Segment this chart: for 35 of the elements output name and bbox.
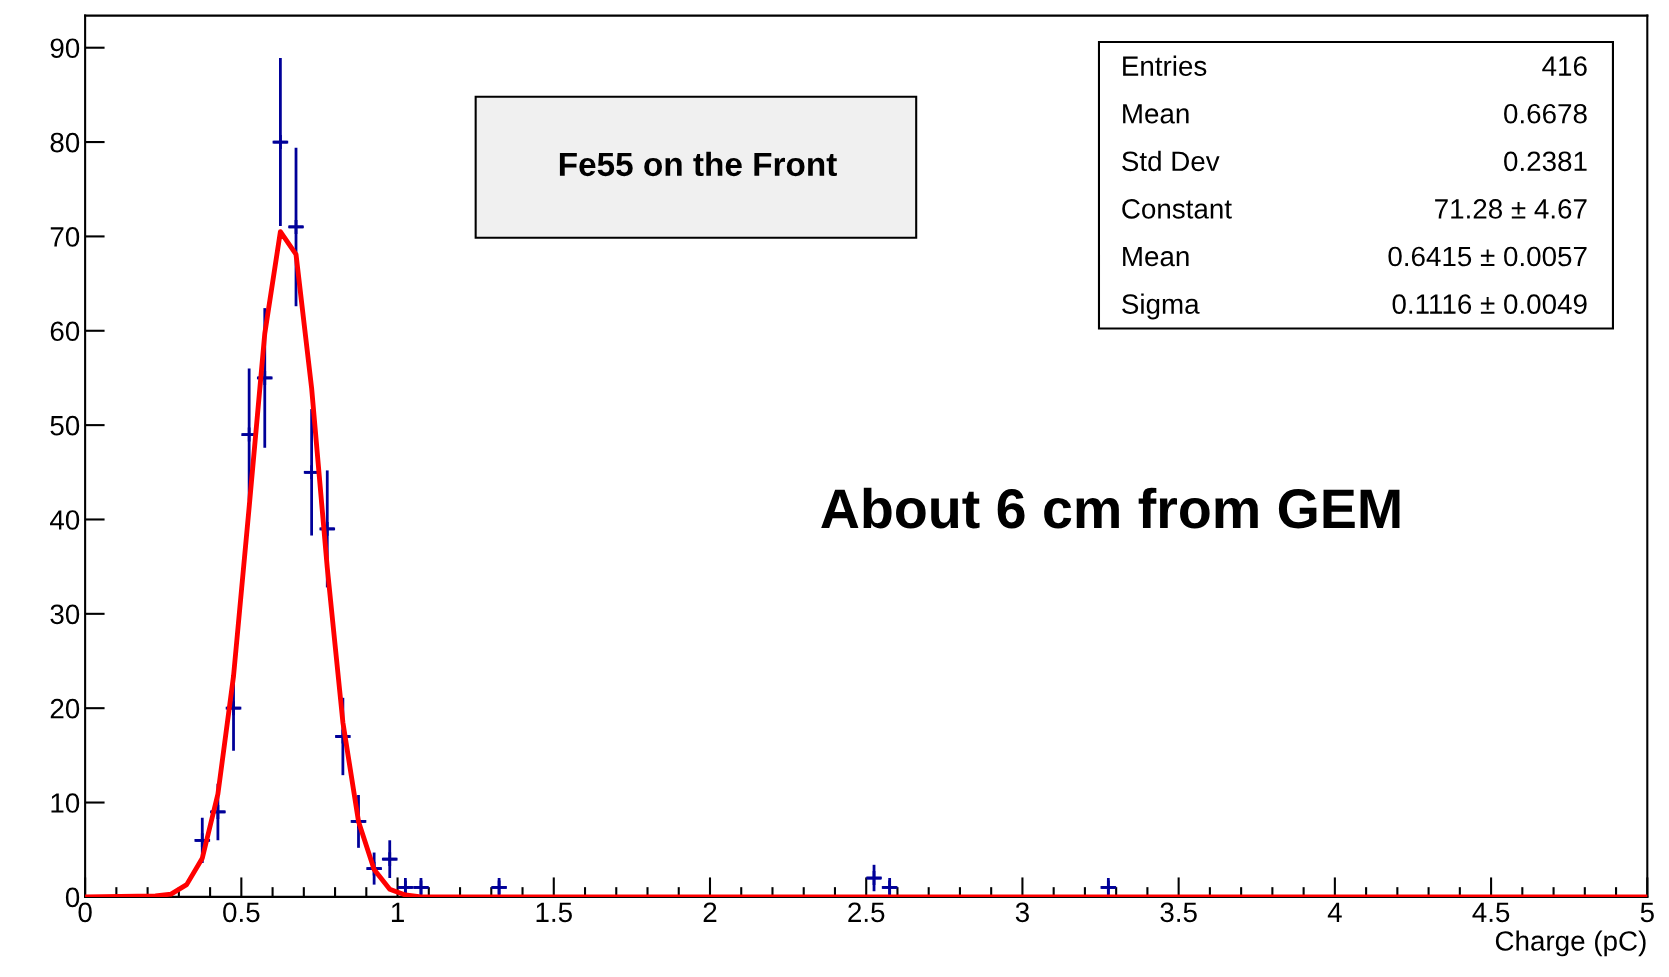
y-tick-label: 80 <box>50 132 80 153</box>
annotation: 0.1116 ± 0.0049 <box>1392 294 1587 314</box>
x-tick-label: 0.5 <box>223 902 260 923</box>
x-tick-label: 2.5 <box>848 902 885 923</box>
y-tick-label: 20 <box>50 698 80 719</box>
x-axis-title: Charge (pC) <box>1495 930 1646 957</box>
annotation: 71.28 ± 4.67 <box>1435 199 1587 219</box>
annotation: Mean <box>1123 246 1189 267</box>
x-tick-label: 2 <box>703 902 717 922</box>
annotation: Sigma <box>1122 293 1200 320</box>
y-tick-label: 50 <box>50 415 80 436</box>
annotation: 416 <box>1542 56 1587 76</box>
x-tick-label: 4.5 <box>1472 902 1510 923</box>
x-tick-label: 1 <box>391 902 404 922</box>
y-tick-label: 30 <box>50 604 80 625</box>
x-tick-label: 5 <box>1640 902 1654 923</box>
x-tick-label: 3.5 <box>1160 902 1197 923</box>
y-tick-label: 70 <box>50 227 80 247</box>
annotation: Std Dev <box>1122 150 1220 172</box>
y-tick-label: 60 <box>50 321 80 342</box>
annotation: Fe55 on the Front <box>559 151 837 177</box>
annotation: 0.2381 <box>1504 151 1587 172</box>
y-tick-label: 10 <box>51 793 80 813</box>
annotation: About 6 cm from GEM <box>821 487 1400 529</box>
annotation: 0.6678 <box>1504 103 1587 124</box>
x-tick-label: 1.5 <box>536 902 572 923</box>
y-tick-label: 90 <box>50 38 80 59</box>
annotation: 0.6415 ± 0.0057 <box>1388 246 1587 267</box>
annotation: Constant <box>1122 199 1232 219</box>
annotation: Entries <box>1123 55 1207 76</box>
y-tick-label: 40 <box>50 510 80 530</box>
y-tick-label: 0 <box>65 887 80 908</box>
x-tick-label: 4 <box>1327 902 1342 922</box>
annotation: Mean <box>1123 104 1189 124</box>
x-tick-label: 3 <box>1015 902 1029 923</box>
